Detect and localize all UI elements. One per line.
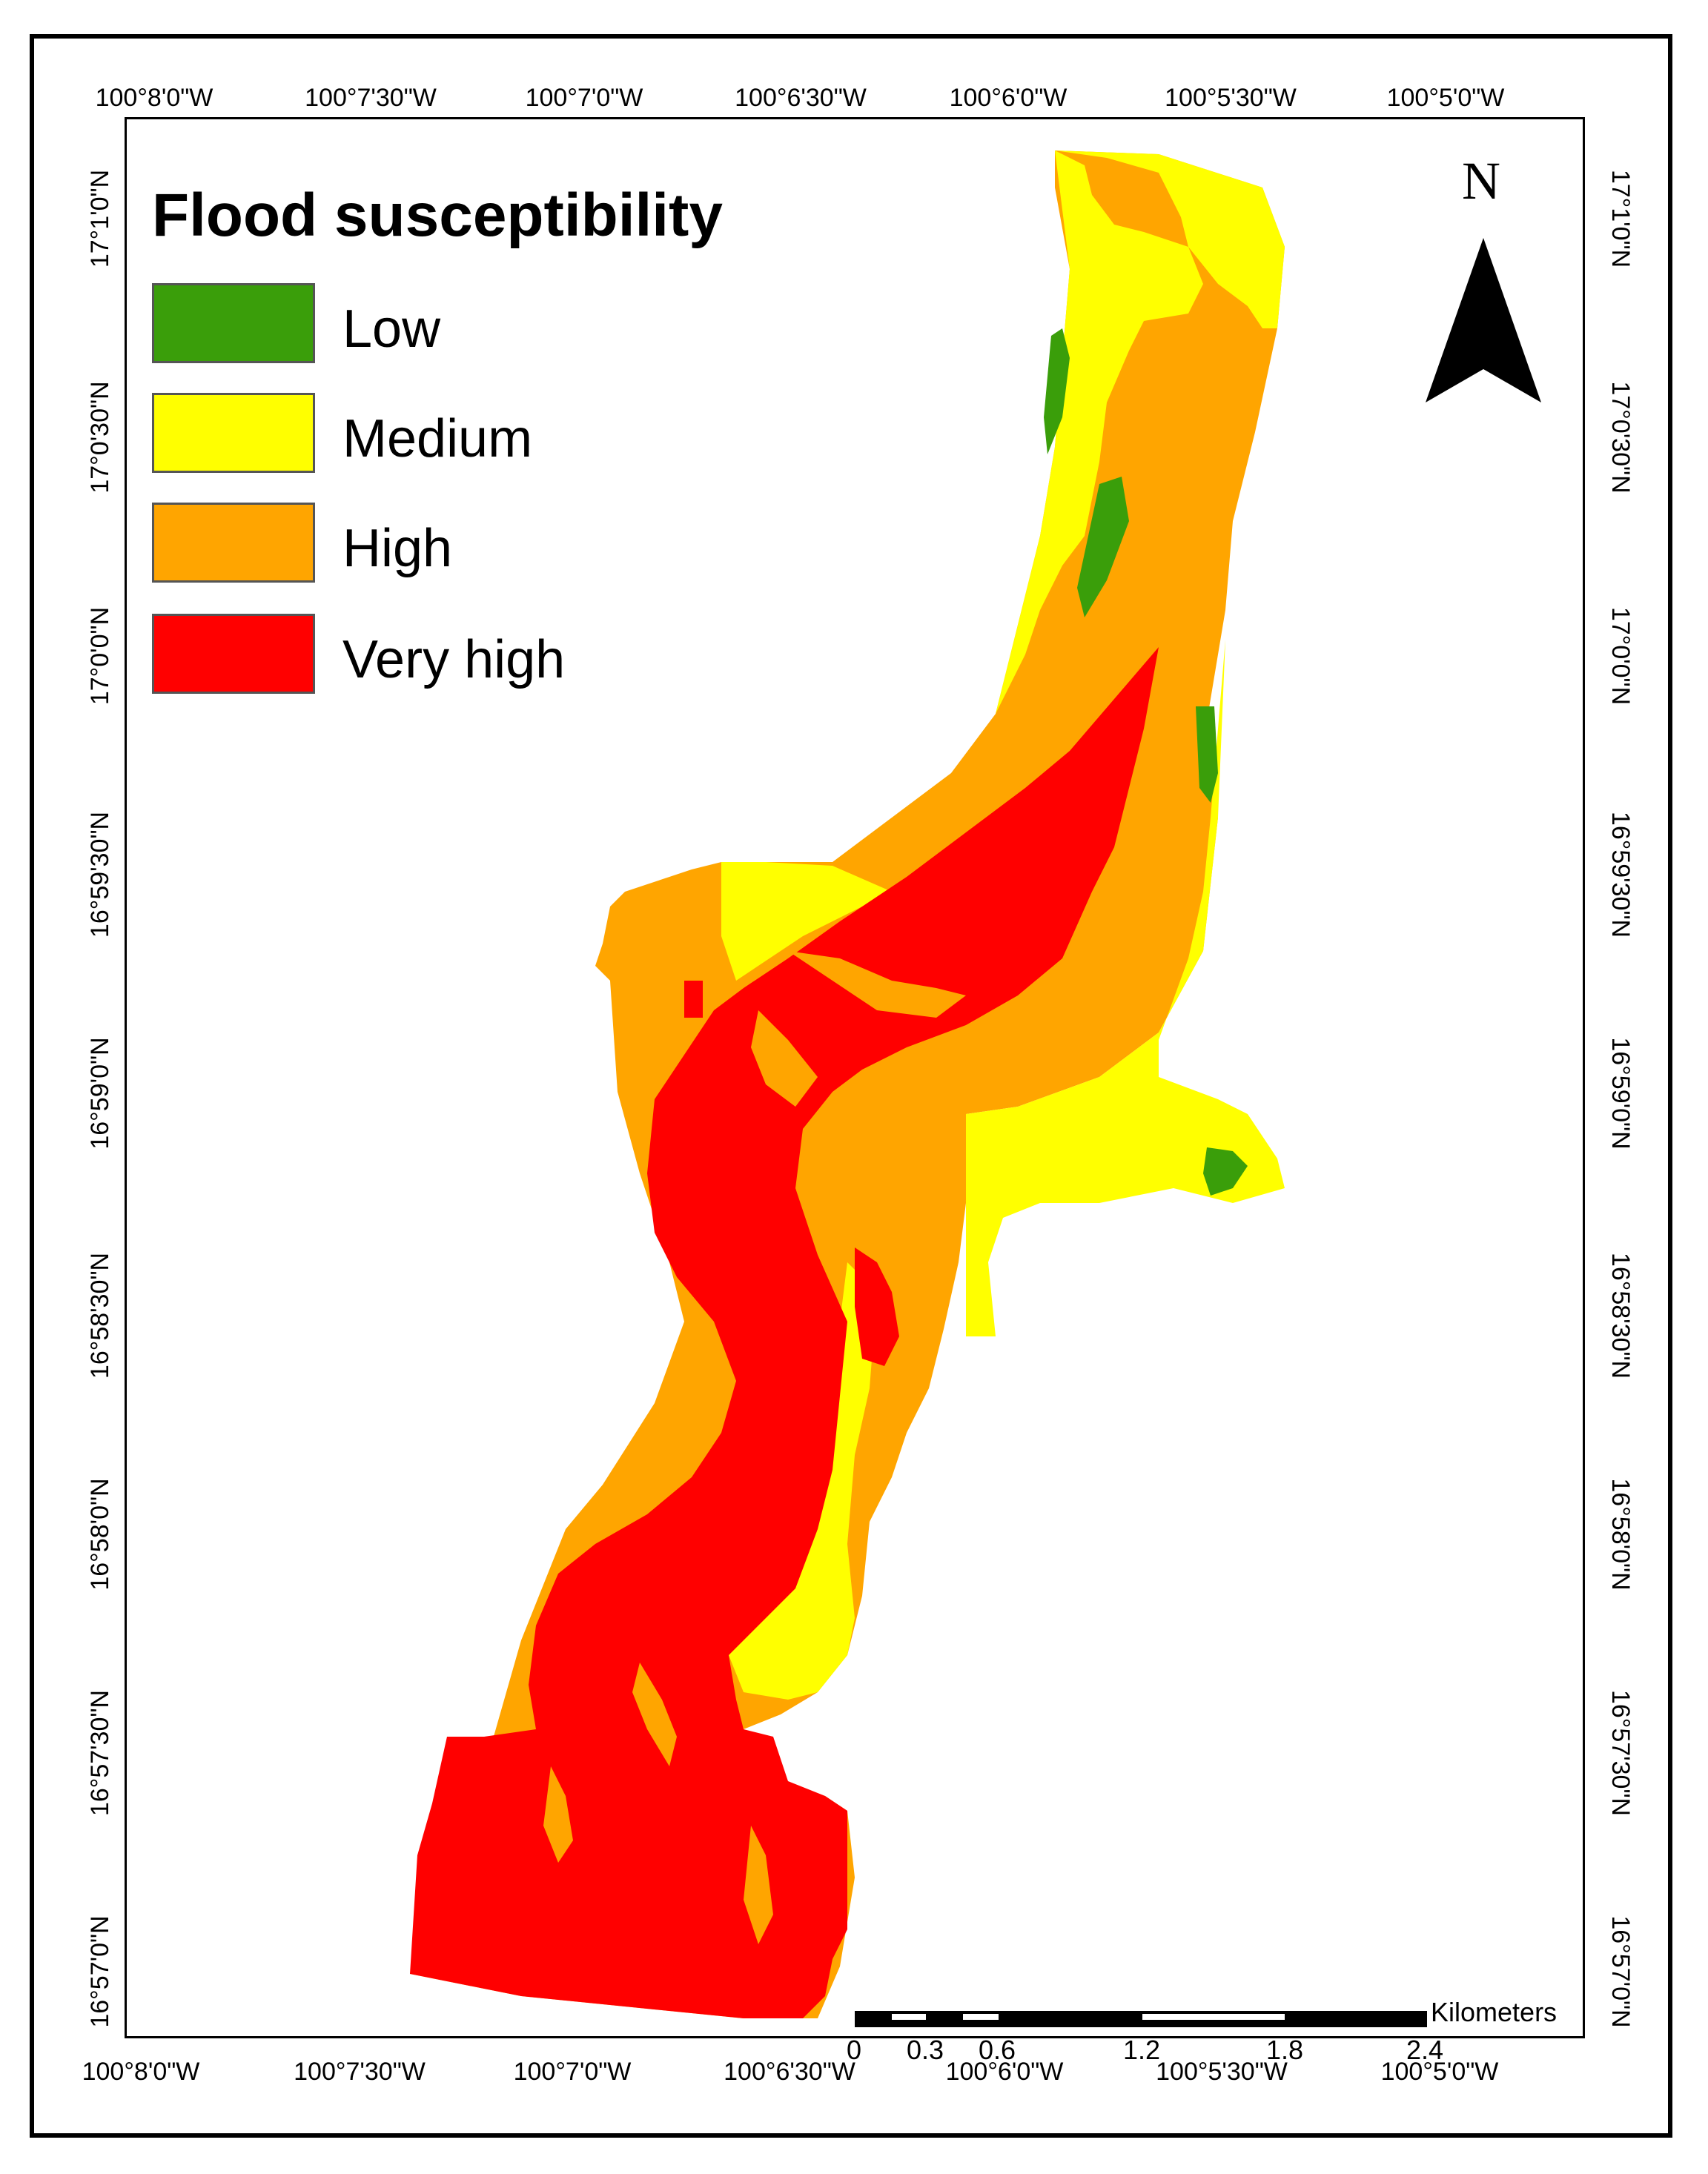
left-latitude-label: 16°57'30"N	[86, 1689, 114, 1817]
north-arrow-label: N	[1462, 151, 1500, 211]
right-latitude-label: 16°58'0"N	[1606, 1478, 1635, 1591]
right-latitude-label: 16°57'30"N	[1606, 1689, 1635, 1817]
legend-swatch-high	[152, 503, 315, 583]
top-longitude-label: 100°7'0"W	[525, 84, 643, 112]
left-latitude-label: 16°57'0"N	[86, 1915, 114, 2028]
right-latitude-label: 17°0'0"N	[1606, 606, 1635, 706]
left-latitude-label: 17°1'0"N	[86, 169, 114, 268]
scale-bar-label: 0.6	[978, 2035, 1016, 2065]
left-latitude-label: 16°58'0"N	[86, 1478, 114, 1591]
scale-bar	[855, 2011, 1427, 2027]
left-latitude-label: 17°0'0"N	[86, 606, 114, 706]
zone-medium-northwest-patch	[721, 862, 892, 981]
top-longitude-label: 100°6'0"W	[949, 84, 1068, 112]
zone-high-island-e	[744, 1826, 773, 1944]
left-latitude-label: 16°58'30"N	[86, 1252, 114, 1379]
zone-very-high-river	[410, 647, 1159, 2018]
zone-medium-north	[1055, 150, 1285, 328]
legend-label-very-high: Very high	[342, 630, 566, 689]
legend-label-low: Low	[342, 299, 441, 359]
left-latitude-label: 16°59'0"N	[86, 1037, 114, 1150]
bottom-longitude-label: 100°7'0"W	[513, 2058, 632, 2086]
zone-high-island-a	[788, 951, 966, 1018]
flood-susceptibility-map	[410, 150, 1541, 2027]
scale-bar-label: 0.3	[906, 2035, 944, 2065]
bottom-longitude-label: 100°5'0"W	[1380, 2058, 1499, 2086]
bottom-longitude-label: 100°5'30"W	[1156, 2058, 1288, 2086]
right-latitude-label: 16°59'30"N	[1606, 811, 1635, 938]
map-frame	[30, 34, 1672, 2138]
scale-bar-label: 2.4	[1406, 2035, 1444, 2065]
zone-very-high-patch-a	[855, 1247, 899, 1366]
legend-label-medium: Medium	[342, 409, 533, 468]
scale-bar-label: 0	[846, 2035, 862, 2065]
top-longitude-label: 100°8'0"W	[95, 84, 214, 112]
zone-low-a	[1044, 328, 1070, 454]
zone-high-island-d	[543, 1766, 573, 1863]
zone-low-c	[1196, 706, 1218, 803]
legend-swatch-very-high	[152, 614, 315, 694]
bottom-longitude-label: 100°6'30"W	[724, 2058, 855, 2086]
right-latitude-label: 16°57'0"N	[1606, 1915, 1635, 2028]
zone-high-island-c	[632, 1663, 677, 1766]
right-latitude-label: 16°59'0"N	[1606, 1037, 1635, 1150]
zone-low-b	[1077, 477, 1129, 617]
zone-medium-west-bank	[996, 150, 1203, 714]
zone-low-d	[1203, 1147, 1248, 1196]
bottom-longitude-label: 100°7'30"W	[294, 2058, 426, 2086]
legend-swatch-medium	[152, 393, 315, 473]
left-latitude-label: 17°0'30"N	[86, 381, 114, 494]
legend-swatch-low	[152, 283, 315, 363]
scale-bar-unit: Kilometers	[1431, 1997, 1558, 2027]
bottom-longitude-label: 100°6'0"W	[945, 2058, 1064, 2086]
zone-very-high-patch-b	[684, 981, 703, 1018]
right-latitude-label: 17°1'0"N	[1606, 169, 1635, 268]
right-latitude-label: 16°58'30"N	[1606, 1252, 1635, 1379]
bottom-longitude-label: 100°8'0"W	[82, 2058, 200, 2086]
top-longitude-label: 100°6'30"W	[735, 84, 867, 112]
scale-bar-label: 1.2	[1122, 2035, 1161, 2065]
legend-title: Flood susceptibility	[152, 182, 723, 249]
top-longitude-label: 100°5'0"W	[1386, 84, 1505, 112]
scale-bar-label: 1.8	[1265, 2035, 1304, 2065]
right-latitude-label: 17°0'30"N	[1606, 381, 1635, 494]
north-arrow-icon	[1426, 238, 1541, 402]
top-longitude-label: 100°7'30"W	[305, 84, 437, 112]
top-longitude-label: 100°5'30"W	[1165, 84, 1297, 112]
legend-label-high: High	[342, 519, 453, 578]
left-latitude-label: 16°59'30"N	[86, 811, 114, 938]
zone-high-island-b	[751, 1010, 818, 1107]
map-area	[125, 117, 1585, 2038]
